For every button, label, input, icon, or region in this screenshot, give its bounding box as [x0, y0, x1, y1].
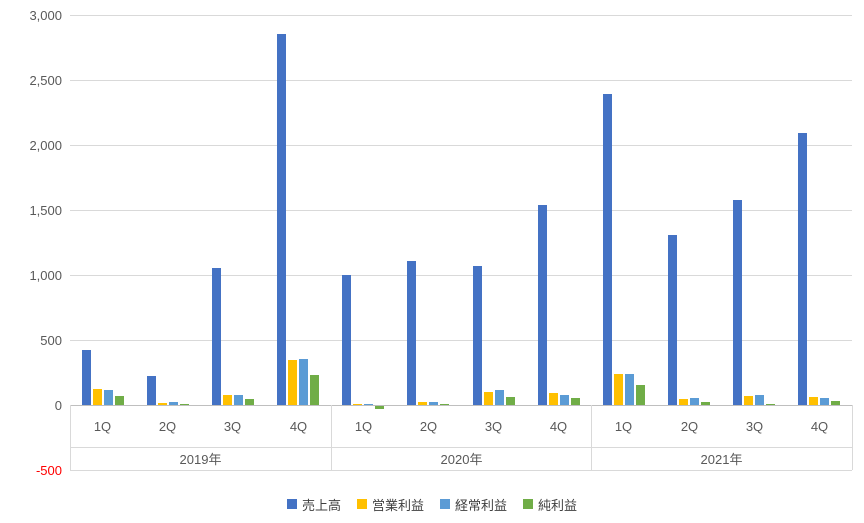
- y-tick-label: 1,500: [29, 203, 62, 218]
- y-tick-label: 0: [54, 398, 62, 413]
- label-row-separator: [70, 447, 852, 448]
- bar-営業利益: [614, 374, 623, 405]
- bar-純利益: [440, 404, 449, 405]
- x-year-label: 2019年: [179, 452, 222, 467]
- y-tick-label: 3,000: [29, 8, 62, 23]
- bar-売上高: [277, 34, 286, 405]
- bar-経常利益: [690, 398, 699, 405]
- bar-経常利益: [299, 359, 308, 405]
- bar-経常利益: [625, 374, 634, 405]
- bar-売上高: [538, 205, 547, 405]
- y-tick-label: 2,000: [29, 138, 62, 153]
- bar-経常利益: [755, 395, 764, 405]
- bar-経常利益: [820, 398, 829, 405]
- x-quarter-label: 2Q: [419, 419, 438, 434]
- bar-純利益: [245, 399, 254, 405]
- bar-経常利益: [495, 390, 504, 405]
- legend: 売上高 営業利益 経常利益 純利益: [0, 494, 864, 514]
- bar-営業利益: [484, 392, 493, 405]
- bar-純利益: [115, 396, 124, 405]
- category-axis-line: [70, 405, 852, 406]
- bar-純利益: [310, 375, 319, 405]
- bar-営業利益: [549, 393, 558, 405]
- gridline: [70, 145, 852, 146]
- bar-経常利益: [560, 395, 569, 405]
- legend-swatch-icon: [523, 499, 534, 509]
- year-separator: [70, 405, 71, 470]
- bar-経常利益: [169, 402, 178, 405]
- bar-売上高: [603, 94, 612, 405]
- x-quarter-label: 3Q: [745, 419, 764, 434]
- bar-営業利益: [679, 399, 688, 405]
- year-separator: [591, 405, 592, 470]
- bar-売上高: [212, 268, 221, 405]
- bar-営業利益: [353, 404, 362, 405]
- bar-売上高: [668, 235, 677, 405]
- x-quarter-label: 2Q: [158, 419, 177, 434]
- bar-経常利益: [234, 395, 243, 405]
- y-tick-label: 2,500: [29, 73, 62, 88]
- bar-営業利益: [418, 402, 427, 405]
- x-quarter-label: 1Q: [93, 419, 112, 434]
- bar-純利益: [180, 404, 189, 405]
- x-quarter-label: 1Q: [614, 419, 633, 434]
- year-separator: [331, 405, 332, 470]
- gridline: [70, 340, 852, 341]
- bar-営業利益: [158, 403, 167, 405]
- legend-label: 純利益: [538, 497, 578, 513]
- bar-経常利益: [104, 390, 113, 405]
- bar-売上高: [342, 275, 351, 405]
- bar-経常利益: [429, 402, 438, 405]
- bar-営業利益: [809, 397, 818, 405]
- bar-営業利益: [93, 389, 102, 405]
- x-quarter-label: 4Q: [810, 419, 829, 434]
- gridline: [70, 275, 852, 276]
- bar-売上高: [147, 376, 156, 405]
- legend-swatch-icon: [286, 499, 297, 509]
- legend-swatch-icon: [356, 499, 367, 509]
- bar-純利益: [571, 398, 580, 405]
- year-separator: [852, 405, 853, 470]
- bar-純利益: [375, 406, 384, 409]
- bar-純利益: [506, 397, 515, 405]
- y-tick-label: 1,000: [29, 268, 62, 283]
- x-quarter-label: 1Q: [354, 419, 373, 434]
- gridline: [70, 15, 852, 16]
- bar-売上高: [733, 200, 742, 405]
- gridline: [70, 210, 852, 211]
- x-quarter-label: 2Q: [680, 419, 699, 434]
- bar-純利益: [831, 401, 840, 405]
- bar-営業利益: [223, 395, 232, 405]
- bar-売上高: [798, 133, 807, 405]
- legend-label: 売上高: [301, 497, 341, 513]
- bar-売上高: [473, 266, 482, 405]
- x-quarter-label: 4Q: [289, 419, 308, 434]
- bar-経常利益: [364, 404, 373, 405]
- gridline: [70, 80, 852, 81]
- legend-item-売上高: 売上高: [286, 495, 341, 514]
- gridline: [70, 470, 852, 471]
- bar-純利益: [701, 402, 710, 405]
- x-quarter-label: 3Q: [223, 419, 242, 434]
- y-tick-label: 500: [40, 333, 62, 348]
- x-year-label: 2021年: [700, 452, 743, 467]
- bar-純利益: [766, 404, 775, 405]
- legend-label: 経常利益: [455, 497, 508, 513]
- bar-営業利益: [288, 360, 297, 405]
- x-year-label: 2020年: [440, 452, 483, 467]
- x-quarter-label: 4Q: [549, 419, 568, 434]
- bar-純利益: [636, 385, 645, 405]
- y-tick-label: -500: [35, 463, 62, 478]
- bar-売上高: [82, 350, 91, 405]
- legend-item-営業利益: 営業利益: [356, 495, 424, 514]
- legend-label: 営業利益: [371, 497, 424, 513]
- bar-営業利益: [744, 396, 753, 405]
- bar-売上高: [407, 261, 416, 405]
- x-quarter-label: 3Q: [484, 419, 503, 434]
- legend-swatch-icon: [440, 499, 450, 509]
- legend-item-経常利益: 経常利益: [440, 495, 507, 514]
- legend-item-純利益: 純利益: [523, 495, 577, 514]
